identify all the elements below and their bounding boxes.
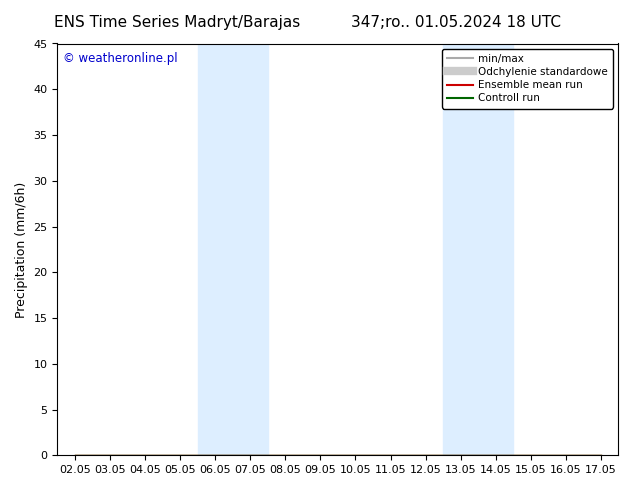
Text: © weatheronline.pl: © weatheronline.pl — [63, 52, 178, 65]
Y-axis label: Precipitation (mm/6h): Precipitation (mm/6h) — [15, 181, 28, 318]
Bar — [198, 44, 268, 455]
Text: 347;ro.. 01.05.2024 18 UTC: 347;ro.. 01.05.2024 18 UTC — [351, 15, 562, 30]
Legend: min/max, Odchylenie standardowe, Ensemble mean run, Controll run: min/max, Odchylenie standardowe, Ensembl… — [442, 49, 613, 108]
Text: ENS Time Series Madryt/Barajas: ENS Time Series Madryt/Barajas — [55, 15, 301, 30]
Bar — [443, 44, 514, 455]
